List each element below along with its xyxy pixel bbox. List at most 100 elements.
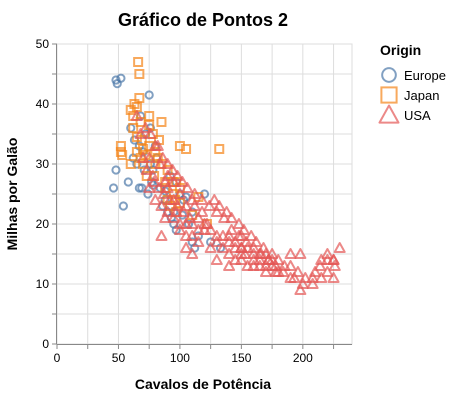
data-point [223, 248, 236, 259]
data-point [161, 206, 174, 217]
data-point [196, 194, 209, 205]
x-tick-label: 200 [293, 351, 313, 365]
data-point [140, 164, 153, 175]
y-axis-title: Milhas por Galão [4, 138, 20, 251]
data-point [269, 266, 282, 277]
data-point [315, 272, 328, 283]
data-point [144, 128, 157, 139]
data-point [157, 188, 170, 199]
data-point [159, 212, 172, 223]
data-point [149, 194, 162, 205]
data-point [259, 260, 272, 271]
legend-label-japan: Japan [404, 88, 439, 103]
data-point [156, 152, 169, 163]
legend-label-europe: Europe [404, 68, 446, 83]
data-point [225, 212, 238, 223]
data-point [161, 158, 174, 169]
data-point [188, 188, 201, 199]
data-point [218, 212, 231, 223]
y-tick-label: 30 [36, 157, 50, 171]
data-point [203, 200, 216, 211]
data-point [306, 272, 319, 283]
data-point [125, 159, 136, 169]
x-tick-label: 100 [170, 351, 190, 365]
data-point [156, 117, 167, 127]
data-point [229, 236, 242, 247]
x-tick-label: 0 [54, 351, 61, 365]
data-point [216, 242, 229, 253]
series-usa [130, 110, 346, 295]
data-point [143, 189, 153, 199]
data-point [161, 182, 174, 193]
data-point [117, 150, 128, 160]
y-tick-label: 10 [36, 277, 50, 291]
legend-symbol-europe [381, 67, 397, 83]
y-tick-label: 0 [42, 337, 49, 351]
data-point [143, 152, 156, 163]
data-point [180, 242, 193, 253]
data-point [253, 260, 266, 271]
data-point [174, 141, 185, 151]
data-point [167, 176, 180, 187]
data-point [239, 248, 252, 259]
data-point [166, 164, 179, 175]
data-point [245, 230, 258, 241]
data-point [247, 254, 260, 265]
data-point [210, 254, 223, 265]
data-point [180, 230, 193, 241]
data-point [210, 236, 223, 247]
data-point [204, 224, 217, 235]
legend-title: Origin [380, 42, 421, 58]
data-point [294, 284, 307, 295]
data-point [229, 242, 242, 253]
data-point [237, 224, 250, 235]
data-point [333, 242, 346, 253]
data-point [151, 140, 164, 151]
data-point [247, 260, 260, 271]
data-point [186, 248, 199, 259]
data-point [299, 272, 312, 283]
data-point [155, 230, 168, 241]
legend: Origin Europe Japan USA [378, 42, 446, 124]
data-point [128, 123, 139, 133]
data-point [232, 230, 245, 241]
data-point [181, 182, 194, 193]
data-point [144, 111, 155, 121]
data-point [309, 266, 322, 277]
data-point [214, 144, 225, 154]
data-point [253, 254, 266, 265]
data-point [192, 224, 205, 235]
data-point [198, 224, 211, 235]
chart-title: Gráfico de Pontos 2 [118, 10, 288, 30]
data-point [229, 254, 242, 265]
data-point [321, 266, 334, 277]
y-tick-label: 20 [36, 217, 50, 231]
data-point [154, 158, 167, 169]
data-point [171, 200, 184, 211]
data-point [306, 278, 319, 289]
data-point [137, 152, 150, 163]
data-point [143, 182, 156, 193]
data-point [223, 236, 236, 247]
axes: 0 50 100 150 200 0 10 20 30 40 50 [36, 37, 352, 365]
data-point [192, 236, 205, 247]
data-point [247, 242, 260, 253]
legend-label-usa: USA [404, 108, 431, 123]
data-point [277, 266, 290, 277]
y-tick-label: 40 [36, 97, 50, 111]
data-point [108, 183, 119, 193]
data-point [294, 248, 307, 259]
data-point [133, 57, 144, 67]
x-tick-label: 50 [112, 351, 126, 365]
data-point [167, 212, 180, 223]
data-point [173, 188, 186, 199]
data-point [284, 248, 297, 259]
x-axis-title: Cavalos de Potência [135, 376, 271, 392]
data-point [210, 206, 223, 217]
legend-symbol-japan [380, 86, 398, 104]
data-point [247, 248, 260, 259]
data-point [177, 206, 190, 217]
data-point [171, 170, 184, 181]
data-point [266, 248, 279, 259]
data-point [291, 266, 304, 277]
